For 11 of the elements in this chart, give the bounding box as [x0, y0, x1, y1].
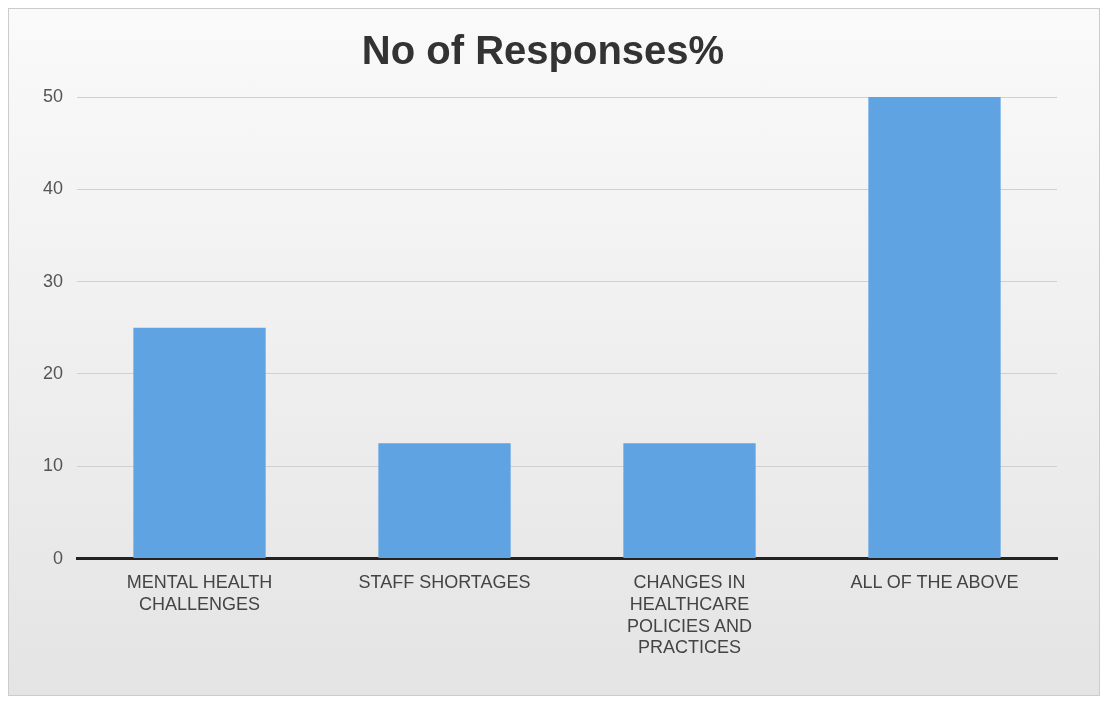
y-tick-label: 10 [42, 455, 64, 476]
chart-title: No of Responses% [361, 28, 725, 73]
x-tick-label: ALL OF THE ABOVE [850, 572, 1019, 593]
y-tick-label: 20 [42, 362, 64, 383]
y-tick-label: 40 [42, 178, 64, 199]
y-tick-label: 30 [42, 270, 64, 291]
x-tick-label: MENTAL HEALTH CHALLENGES [126, 572, 273, 614]
x-tick-label: STAFF SHORTAGES [358, 572, 531, 593]
y-tick-label: 0 [53, 547, 64, 568]
y-tick-label: 50 [42, 85, 64, 106]
x-tick-label: CHANGES IN HEALTHCARE POLICIES AND PRACTICES [626, 572, 753, 658]
